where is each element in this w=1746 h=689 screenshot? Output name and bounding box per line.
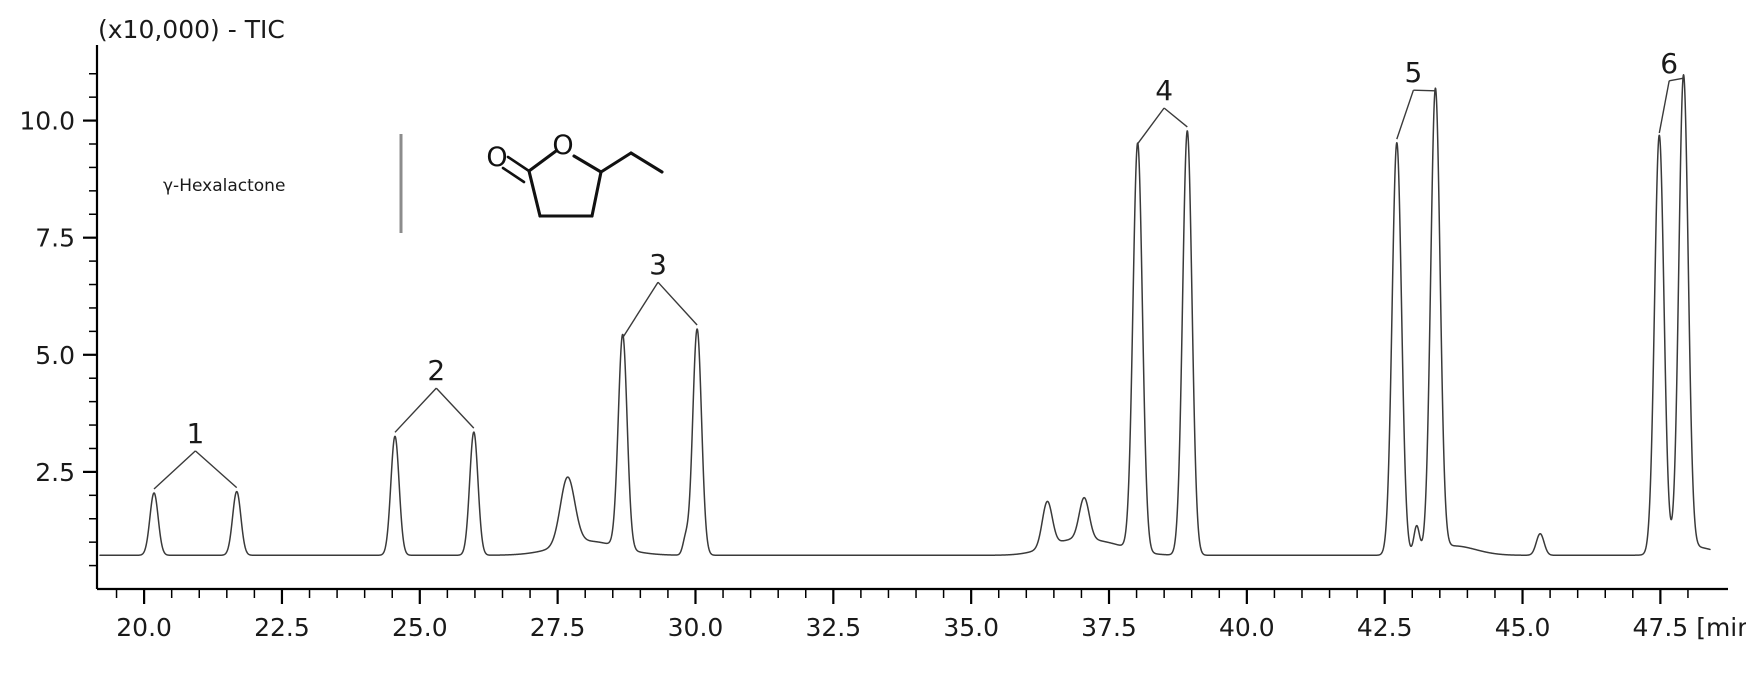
tic-trace-path	[99, 74, 1711, 557]
y-tick-label: 2.5	[35, 458, 75, 487]
x-tick-label: 40.0	[1219, 613, 1275, 642]
peak-labels: 1 2 3 4 5 6	[153, 47, 1684, 490]
peak-leader-left	[1396, 89, 1415, 140]
peak-number-label: 1	[186, 417, 204, 450]
peak-leader-right	[1163, 107, 1188, 128]
peak-number-label: 2	[427, 354, 445, 387]
x-tick-label: 32.5	[805, 613, 861, 642]
peak-leader-right	[435, 387, 475, 429]
x-tick-label: 20.0	[116, 613, 172, 642]
y-tick-label: 5.0	[35, 341, 75, 370]
peak-number-label: 4	[1155, 74, 1173, 107]
tic-trace	[99, 74, 1711, 557]
x-tick-label: 30.0	[668, 613, 724, 642]
x-axis-unit-label: [min]	[1696, 613, 1746, 642]
peak-leader-right	[657, 281, 698, 326]
peak-leader-left	[1658, 80, 1670, 134]
peak-number-label: 6	[1660, 47, 1678, 80]
y-tick-label: 10.0	[19, 107, 75, 136]
peak-leader-left	[153, 450, 196, 490]
peak-leader-right	[1413, 89, 1436, 92]
x-tick-label: 45.0	[1495, 613, 1551, 642]
peak-number-label: 3	[649, 248, 667, 281]
compound-label: γ-Hexalactone	[163, 176, 285, 196]
peak-leader-left	[1137, 107, 1165, 145]
peak-leader-left	[622, 281, 659, 339]
peak-leader-right	[194, 450, 238, 489]
x-tick-label: 37.5	[1081, 613, 1137, 642]
y-tick-label: 7.5	[35, 224, 75, 253]
x-tick-label: 25.0	[392, 613, 448, 642]
x-axis: 20.0 22.5 25.0 27.5 30.0 32.5 35.0 37.5 40.0 42.5…	[97, 587, 1746, 642]
y-axis: 2.5 5.0 7.5 10.0	[19, 45, 99, 589]
x-tick-label: 42.5	[1357, 613, 1413, 642]
x-tick-label: 47.5	[1633, 613, 1689, 642]
molecule-structure-gamma-hexalactone: O O	[486, 130, 664, 218]
ring-oxygen-atom: O	[552, 130, 573, 161]
x-tick-label: 22.5	[254, 613, 310, 642]
peak-leader-left	[394, 387, 437, 433]
plot-title: (x10,000) - TIC	[98, 15, 285, 44]
x-tick-label: 35.0	[943, 613, 999, 642]
peak-leader-right	[1669, 77, 1684, 82]
peak-number-label: 5	[1404, 56, 1422, 89]
x-tick-label: 27.5	[530, 613, 586, 642]
carbonyl-oxygen-atom: O	[486, 142, 507, 173]
